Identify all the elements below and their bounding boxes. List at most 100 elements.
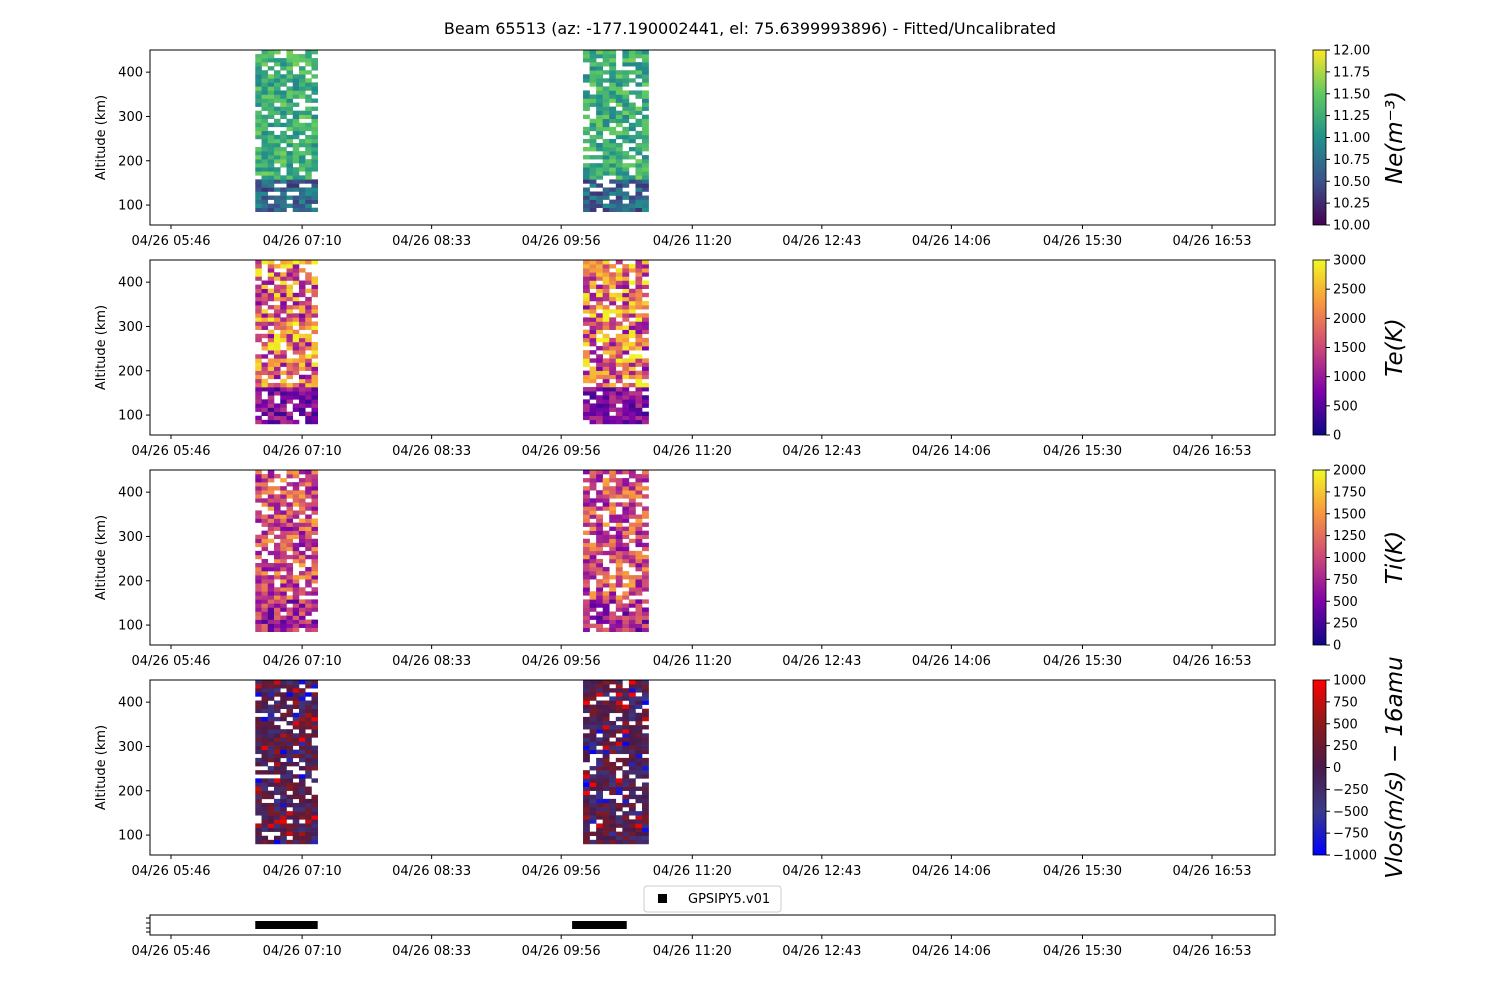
heatmap-cell [628, 599, 636, 604]
heatmap-cell [261, 362, 269, 367]
legend-label: GPSIPY5.v01 [688, 892, 770, 907]
heatmap-cell [280, 716, 287, 722]
heatmap-cell [596, 134, 603, 140]
heatmap-cell [602, 98, 610, 103]
heatmap-cell [305, 761, 312, 767]
heatmap-cell [311, 729, 319, 734]
heatmap-cell [298, 558, 306, 564]
heatmap-cell [286, 362, 294, 367]
heatmap-cell [261, 514, 269, 519]
heatmap-cell [596, 595, 603, 600]
heatmap-cell [596, 264, 603, 269]
heatmap-cell [305, 514, 312, 519]
heatmap-cell [280, 110, 287, 115]
heatmap-cell [311, 350, 319, 355]
heatmap-cell [622, 114, 630, 120]
heatmap-cell [628, 733, 636, 738]
heatmap-cell [583, 725, 590, 730]
heatmap-cell [583, 757, 590, 763]
figure-title: Beam 65513 (az: -177.190002441, el: 75.6… [444, 19, 1056, 38]
heatmap-cell [642, 546, 649, 552]
x-tick-label: 04/26 05:46 [131, 444, 210, 459]
heatmap-cell [255, 195, 262, 200]
heatmap-cell [609, 415, 617, 421]
heatmap-cell [628, 203, 636, 208]
heatmap-cell [274, 725, 281, 730]
heatmap-cell [628, 362, 636, 367]
heatmap-cell [609, 591, 617, 596]
heatmap-cell [255, 761, 262, 767]
heatmap-cell [274, 122, 281, 128]
heatmap-cell [255, 407, 262, 412]
heatmap-cell [589, 415, 597, 421]
heatmap-cell [583, 607, 590, 612]
heatmap-cell [255, 171, 262, 176]
heatmap-cell [622, 623, 630, 628]
heatmap-cell [609, 296, 617, 302]
heatmap-cell [583, 305, 590, 310]
heatmap-cell [274, 419, 281, 425]
heatmap-cell [274, 167, 281, 172]
heatmap-cell [642, 207, 649, 213]
heatmap-cell [255, 366, 262, 371]
heatmap-cell [286, 737, 294, 742]
heatmap-cell [267, 823, 275, 828]
heatmap-cell [255, 716, 262, 722]
heatmap-cell [292, 599, 300, 604]
heatmap-cell [602, 350, 610, 355]
heatmap-cell [602, 729, 610, 734]
heatmap-cell [642, 470, 649, 475]
heatmap-cell [583, 337, 590, 343]
heatmap-cell [280, 292, 287, 298]
heatmap-cell [255, 486, 262, 491]
heatmap-cell [622, 745, 630, 750]
heatmap-cell [628, 819, 636, 824]
x-tick-label: 04/26 05:46 [131, 944, 210, 959]
heatmap-cell [609, 138, 617, 144]
heatmap-cell [635, 615, 643, 620]
heatmap-cell [311, 811, 319, 816]
heatmap-cell [589, 542, 597, 548]
heatmap-cell [305, 207, 312, 213]
heatmap-cell [261, 482, 269, 487]
colorbar-tick-label: 11.00 [1333, 131, 1370, 146]
heatmap-cell [635, 725, 643, 730]
heatmap-cell [274, 337, 281, 343]
heatmap-cell [583, 538, 590, 544]
heatmap-cell [583, 558, 590, 564]
heatmap-cell [286, 546, 294, 552]
heatmap-cell [305, 571, 312, 576]
heatmap-cell [615, 354, 623, 359]
heatmap-cell [286, 151, 294, 156]
heatmap-cell [274, 333, 281, 339]
heatmap-cell [615, 378, 623, 384]
heatmap-cell [267, 159, 275, 164]
heatmap-cell [292, 741, 300, 746]
heatmap-cell [635, 321, 643, 326]
heatmap-cell [615, 530, 623, 535]
heatmap-cell [274, 276, 281, 281]
heatmap-cell [280, 163, 287, 168]
heatmap-cell [583, 280, 590, 285]
heatmap-cell [602, 835, 610, 841]
heatmap-cell [602, 486, 610, 491]
heatmap-cell [267, 708, 275, 714]
heatmap-cell [622, 704, 630, 709]
heatmap-cell [267, 179, 275, 184]
heatmap-cell [255, 272, 262, 277]
heatmap-cell [274, 526, 281, 531]
heatmap-cell [292, 530, 300, 535]
heatmap-cell [609, 284, 617, 289]
heatmap-cell [615, 778, 623, 783]
colorbar-tick-label: 1000 [1333, 674, 1366, 689]
heatmap-cell [628, 782, 636, 787]
heatmap-cell [589, 591, 597, 596]
legend: GPSIPY5.v01 [643, 885, 782, 913]
heatmap-cell [622, 741, 630, 746]
heatmap-cell [311, 522, 319, 527]
heatmap-cell [298, 753, 306, 759]
heatmap-cell [292, 74, 300, 79]
heatmap-cell [267, 478, 275, 483]
heatmap-cell [298, 337, 306, 343]
heatmap-cell [583, 554, 590, 560]
